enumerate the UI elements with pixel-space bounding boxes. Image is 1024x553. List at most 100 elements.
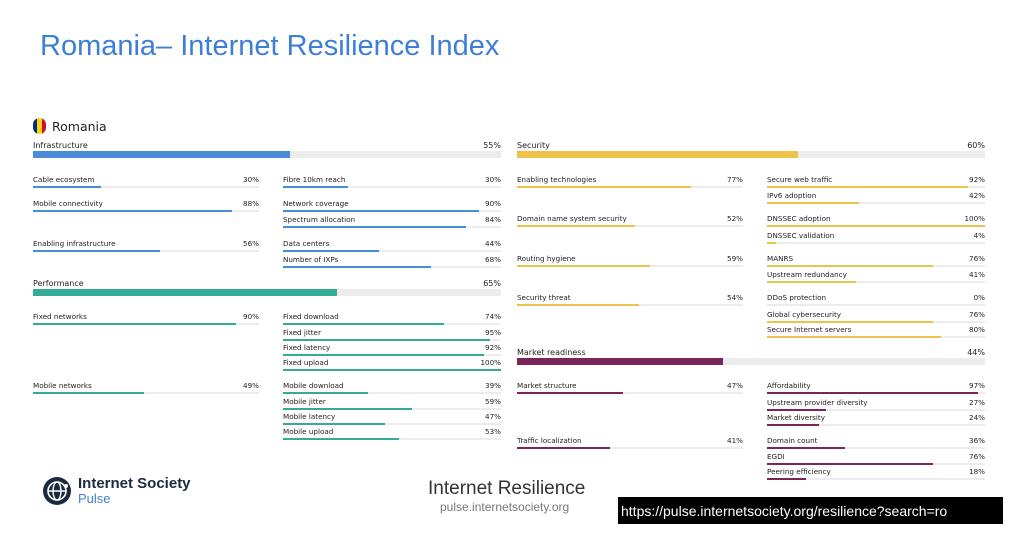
metric-percent: 42% [969,191,985,200]
metric-row[interactable]: Mobile latency 47% [283,412,501,426]
metric-label: Fixed networks [33,312,87,321]
metric-percent: 76% [969,452,985,461]
metric-row[interactable]: Fixed jitter 95% [283,328,501,342]
metric-row[interactable]: Cable ecosystem 30% [33,175,259,189]
metric-fill [283,323,445,325]
metric-fill [517,447,610,449]
metric-row[interactable]: Routing hygiene 59% [517,254,743,268]
metric-row[interactable]: Market structure 47% [517,381,743,395]
metric-fill [283,250,379,252]
metric-fill [767,186,968,188]
metric-track [767,321,985,323]
metric-label: Domain name system security [517,214,627,223]
metric-row[interactable]: Peering efficiency 18% [767,467,985,481]
metric-percent: 74% [485,312,501,321]
metric-fill [767,478,807,480]
metric-fill [767,447,846,449]
url-banner[interactable]: https://pulse.internetsociety.org/resili… [618,497,1003,524]
metric-row[interactable]: Domain name system security 52% [517,214,743,228]
footer-title: Internet Resilience [428,478,586,499]
metric-label: Peering efficiency [767,467,831,476]
metric-label: Traffic localization [517,436,582,445]
metric-row[interactable]: Enabling infrastructure 56% [33,239,259,253]
metric-row[interactable]: Mobile jitter 59% [283,397,501,411]
metric-label: Mobile latency [283,412,336,421]
category-track [33,289,501,296]
metric-row[interactable]: Enabling technologies 77% [517,175,743,189]
metric-row[interactable]: Fixed upload 100% [283,358,501,372]
metric-row[interactable]: Mobile download 39% [283,381,501,395]
metric-percent: 47% [485,412,501,421]
metric-row[interactable]: Fixed networks 90% [33,312,259,326]
metric-row[interactable]: MANRS 76% [767,254,985,268]
metric-percent: 77% [727,175,743,184]
metric-track [767,447,985,449]
metric-label: Fixed download [283,312,339,321]
metric-row[interactable]: Fibre 10km reach 30% [283,175,501,189]
metric-row[interactable]: Secure web traffic 92% [767,175,985,189]
metric-row[interactable]: Network coverage 90% [283,199,501,213]
metric-row[interactable]: DDoS protection 0% [767,293,985,307]
category-label: Performance [33,279,84,288]
metric-percent: 41% [727,436,743,445]
metric-row[interactable]: Mobile connectivity 88% [33,199,259,213]
metric-track [283,266,501,268]
metric-track [517,304,743,306]
metric-row[interactable]: Number of IXPs 68% [283,255,501,269]
metric-row[interactable]: Security threat 54% [517,293,743,307]
metric-label: Secure web traffic [767,175,833,184]
metric-row[interactable]: DNSSEC validation 4% [767,231,985,245]
metric-track [767,424,985,426]
metric-row[interactable]: Upstream provider diversity 27% [767,398,985,412]
metric-row[interactable]: IPv6 adoption 42% [767,191,985,205]
metric-row[interactable]: EGDI 76% [767,452,985,466]
metric-row[interactable]: Spectrum allocation 84% [283,215,501,229]
metric-track [767,242,985,244]
metric-track [33,250,259,252]
metric-row[interactable]: Global cybersecurity 76% [767,310,985,324]
metric-row[interactable]: Market diversity 24% [767,413,985,427]
metric-label: Domain count [767,436,818,445]
metric-row[interactable]: Fixed download 74% [283,312,501,326]
metric-row[interactable]: Affordability 97% [767,381,985,395]
metric-percent: 92% [485,343,501,352]
metric-label: Global cybersecurity [767,310,842,319]
metric-fill [767,409,826,411]
metric-row[interactable]: DNSSEC adoption 100% [767,214,985,228]
metric-percent: 95% [485,328,501,337]
metric-row[interactable]: Domain count 36% [767,436,985,450]
metric-fill [767,424,820,426]
metric-fill [517,265,651,267]
metric-track [33,323,259,325]
category-fill [33,151,291,158]
footer-url[interactable]: pulse.internetsociety.org [440,500,570,514]
metric-label: DNSSEC adoption [767,214,831,223]
category-percent: 44% [967,348,985,357]
metric-fill [33,250,160,252]
metric-percent: 0% [973,293,985,302]
globe-logo-icon [43,477,71,505]
metric-percent: 44% [485,239,501,248]
metric-track [283,226,501,228]
metric-fill [283,438,399,440]
metric-track [283,210,501,212]
internet-society-logo: Internet Society Pulse [42,476,191,506]
metric-track [767,409,985,411]
metric-track [33,186,259,188]
metric-row[interactable]: Fixed latency 92% [283,343,501,357]
metric-percent: 100% [480,358,501,367]
slide-title: Romania– Internet Resilience Index [40,30,500,62]
metric-label: Market diversity [767,413,825,422]
metric-row[interactable]: Mobile networks 49% [33,381,259,395]
metric-row[interactable]: Traffic localization 41% [517,436,743,450]
metric-track [767,202,985,204]
metric-track [517,265,743,267]
metric-row[interactable]: Data centers 44% [283,239,501,253]
metric-row[interactable]: Secure Internet servers 80% [767,325,985,339]
metric-row[interactable]: Mobile upload 53% [283,427,501,441]
metric-label: Number of IXPs [283,255,339,264]
metric-percent: 59% [485,397,501,406]
metric-row[interactable]: Upstream redundancy 41% [767,270,985,284]
metric-fill [283,266,432,268]
metric-percent: 36% [969,436,985,445]
